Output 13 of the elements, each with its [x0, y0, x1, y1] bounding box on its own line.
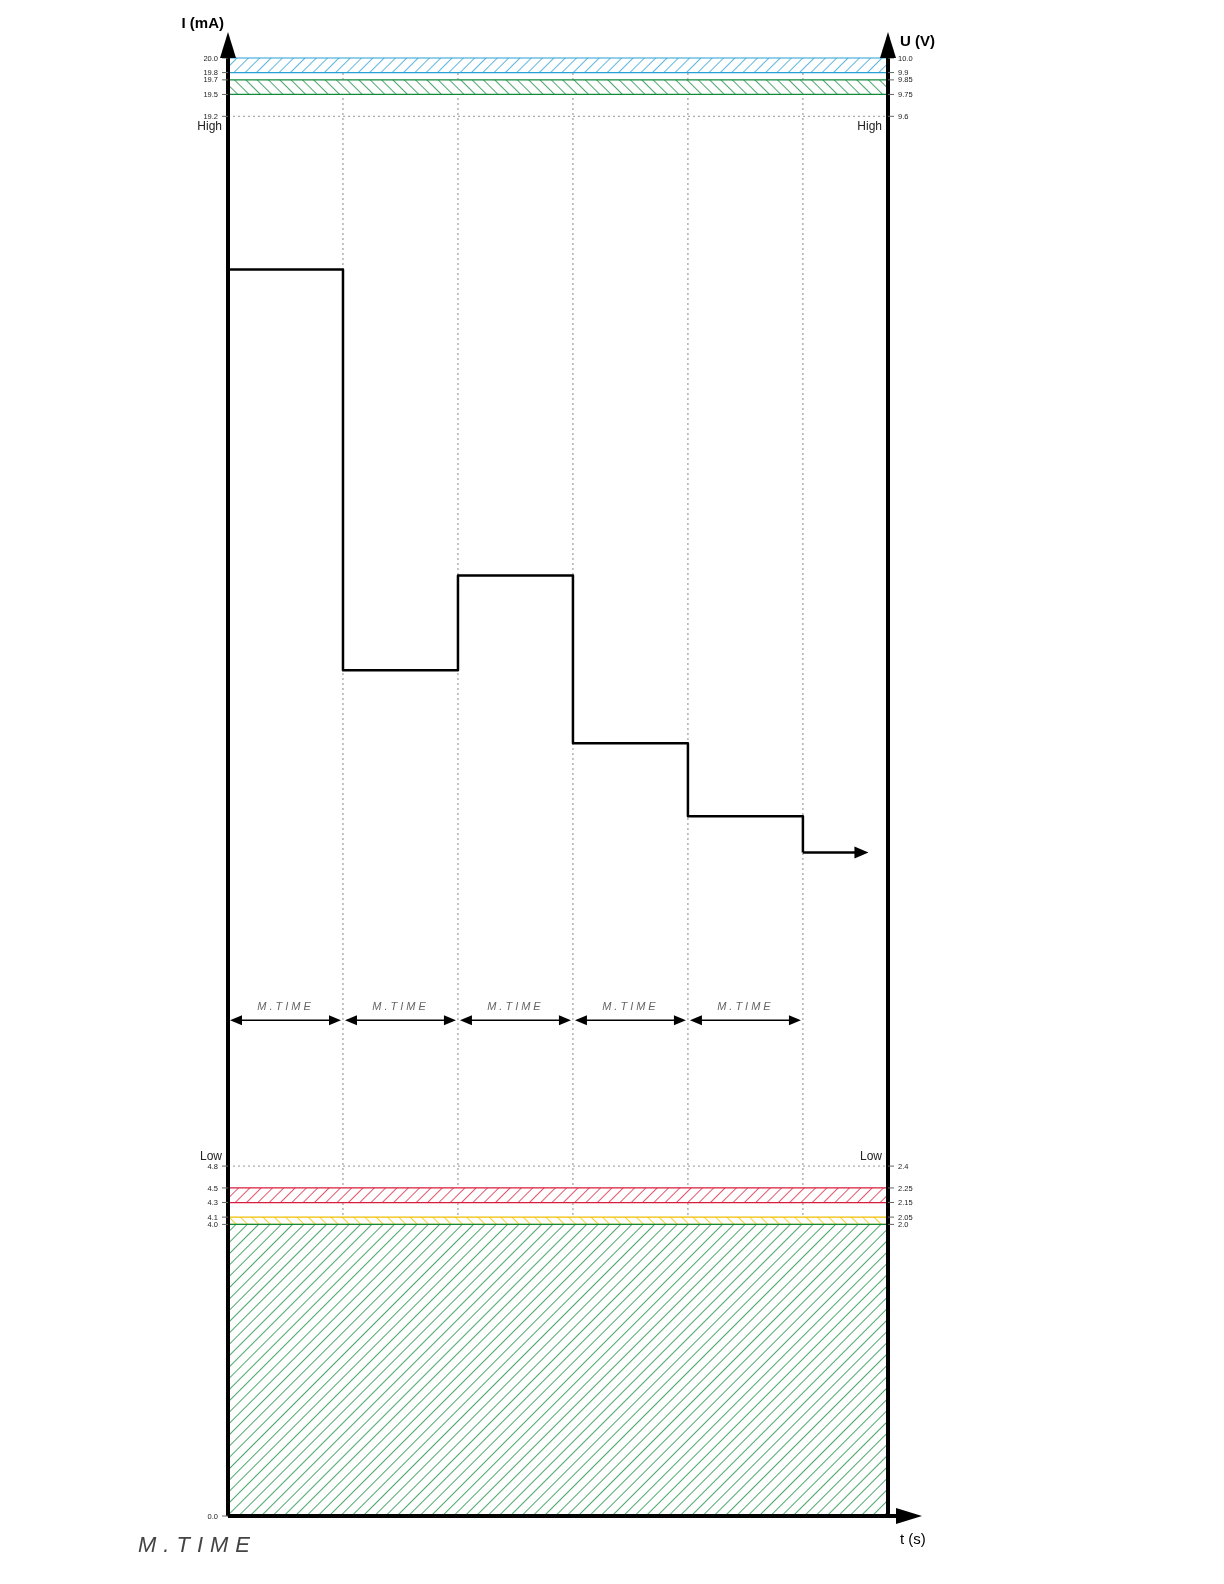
text: M.TIME: [138, 1532, 257, 1558]
y2-axis-title: U (V): [900, 32, 935, 49]
annotation: M.TIME: [487, 1000, 544, 1013]
annotation: M.TIME: [257, 1000, 314, 1013]
annotation: M.TIME: [602, 1000, 659, 1013]
ref-line-label: High: [857, 119, 882, 134]
y-axis-title: I (mA): [181, 14, 224, 31]
annotation: M.TIME: [717, 1000, 774, 1013]
annotation: M.TIME: [372, 1000, 429, 1013]
text: High: [197, 119, 222, 134]
text: Low: [199, 1149, 222, 1164]
ref-line-label: Low: [859, 1149, 883, 1164]
x-axis-title: t (s): [900, 1530, 926, 1547]
